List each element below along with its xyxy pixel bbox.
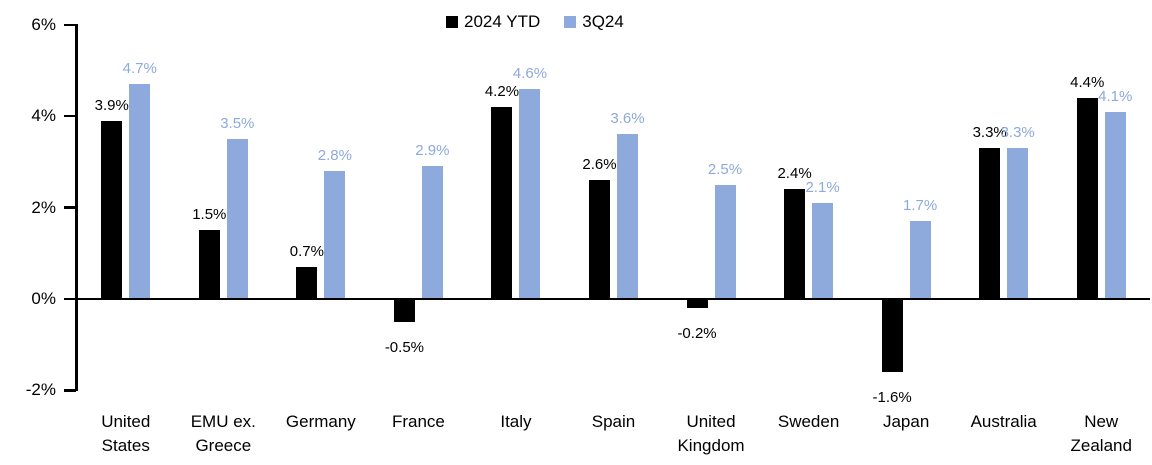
bar-2024-ytd-1 — [198, 230, 220, 299]
bar-3q24-2 — [324, 171, 346, 299]
bar-label: 0.7% — [289, 243, 324, 260]
y-axis-tick-label: 4% — [31, 106, 56, 126]
bar-2024-ytd-2 — [296, 267, 318, 299]
category-label-1: EMU ex. Greece — [174, 410, 272, 457]
category-label-5: Spain — [565, 410, 663, 434]
category-label-3: France — [369, 410, 467, 434]
category-label-10: New Zealand — [1052, 410, 1150, 457]
category-label-6: United Kingdom — [662, 410, 760, 457]
category-label-text: United Kingdom — [677, 412, 745, 455]
bar-2024-ytd-4 — [491, 107, 513, 299]
bar-3q24-3 — [421, 166, 443, 299]
category-label-4: Italy — [467, 410, 565, 434]
bar-label: 4.7% — [122, 60, 157, 78]
category-label-text: EMU ex. Greece — [190, 412, 256, 455]
y-axis-tick-label: 0% — [31, 289, 56, 308]
bar-3q24-9 — [1007, 148, 1029, 299]
y-axis-tick — [64, 114, 76, 118]
bar-label: 2.8% — [317, 147, 352, 165]
bar-label: 3.3% — [972, 124, 1007, 142]
category-label-text: Australia — [970, 412, 1037, 431]
category-label-text: Spain — [591, 412, 636, 431]
category-label-text: Sweden — [777, 412, 840, 431]
bar-label: 2.9% — [415, 142, 450, 160]
bar-2024-ytd-5 — [589, 180, 610, 299]
bar-3q24-6 — [714, 184, 736, 299]
y-axis-tick — [64, 23, 76, 27]
bar-label: -0.2% — [677, 325, 717, 343]
bar-2024-ytd-0 — [101, 120, 123, 299]
bar-label: 2.1% — [805, 179, 840, 197]
bar-label: 2.5% — [707, 160, 743, 178]
legend-label: 3Q24 — [582, 12, 624, 31]
bar-label: 3.9% — [94, 96, 129, 114]
bar-3q24-5 — [617, 134, 638, 299]
bar-3q24-7 — [812, 203, 834, 299]
y-axis-tick-label: -2% — [25, 380, 56, 400]
legend-item-1: 3Q24 — [564, 12, 624, 32]
bar-label: 2.4% — [777, 165, 812, 183]
bar-label: 4.6% — [512, 64, 548, 82]
bar-2024-ytd-3 — [393, 299, 415, 322]
category-label-9: Australia — [955, 410, 1053, 434]
bar-label: -1.6% — [872, 389, 912, 407]
bar-label: 3.3% — [1000, 124, 1035, 142]
y-axis-tick-label: 2% — [31, 197, 56, 217]
bar-label: 4.1% — [1098, 87, 1133, 105]
bar-2024-ytd-9 — [979, 148, 1001, 299]
bar-label: 3.6% — [610, 110, 645, 128]
category-label-text: Germany — [285, 412, 356, 431]
category-label-7: Sweden — [760, 410, 858, 434]
category-label-text: Japan — [882, 412, 930, 431]
bar-3q24-4 — [519, 88, 541, 299]
bar-2024-ytd-6 — [686, 299, 708, 309]
category-label-text: United States — [101, 412, 151, 455]
y-axis-tick — [64, 389, 76, 392]
bar-label: 2.6% — [582, 156, 617, 174]
bar-label: 3.5% — [220, 115, 255, 133]
category-label-2: Germany — [272, 410, 370, 434]
category-label-0: United States — [77, 410, 175, 457]
legend-swatch-icon — [564, 16, 577, 28]
y-axis-tick — [64, 297, 76, 301]
category-label-text: Italy — [500, 412, 532, 431]
bar-3q24-0 — [129, 84, 151, 299]
bar-3q24-1 — [226, 139, 248, 299]
x-axis-line — [75, 297, 1150, 301]
legend-label: 2024 YTD — [464, 12, 541, 31]
y-axis-tick-label: 6% — [31, 14, 56, 34]
category-label-8: Japan — [857, 410, 955, 434]
bar-2024-ytd-7 — [784, 189, 806, 299]
bar-label: 4.2% — [484, 83, 520, 101]
y-axis-line — [75, 23, 78, 392]
bar-label: 1.7% — [903, 197, 938, 215]
category-label-text: France — [391, 412, 445, 431]
bar-label: -0.5% — [384, 338, 424, 356]
bar-2024-ytd-10 — [1076, 97, 1098, 299]
bar-3q24-10 — [1104, 111, 1126, 299]
category-label-text: New Zealand — [1070, 412, 1132, 455]
legend: 2024 YTD 3Q24 — [446, 12, 624, 32]
bar-label: 4.4% — [1070, 73, 1105, 91]
bar-2024-ytd-8 — [881, 299, 903, 373]
bar-label: 1.5% — [192, 206, 227, 224]
bar-3q24-8 — [909, 221, 931, 299]
legend-item-0: 2024 YTD — [446, 12, 540, 32]
y-axis-tick — [64, 206, 76, 209]
legend-swatch-icon — [446, 16, 458, 28]
